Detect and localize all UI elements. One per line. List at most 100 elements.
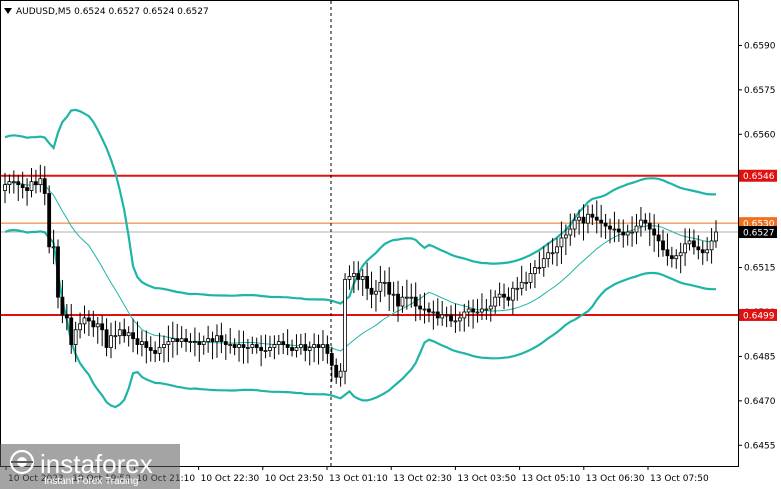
candle-body bbox=[157, 347, 162, 354]
x-tick-label: 10 Oct 23:50 bbox=[265, 474, 324, 484]
candle bbox=[652, 214, 657, 252]
candle bbox=[444, 306, 449, 328]
candle bbox=[268, 335, 272, 358]
candle-body bbox=[237, 344, 241, 348]
level-price-label: 0.6530 bbox=[743, 220, 775, 230]
current-price-label: 0.6527 bbox=[743, 229, 775, 239]
current-price-label-box bbox=[739, 226, 777, 239]
watermark-tagline: Instant Forex Trading bbox=[44, 476, 139, 487]
candle bbox=[188, 333, 193, 353]
candle bbox=[696, 235, 701, 260]
candle bbox=[404, 279, 409, 310]
candle-body bbox=[219, 335, 224, 343]
candle bbox=[457, 311, 462, 332]
candle-body bbox=[630, 231, 634, 234]
candle-body bbox=[714, 231, 718, 242]
candle-body bbox=[179, 338, 184, 343]
candle-body bbox=[3, 184, 7, 191]
y-tick-label: 0.6470 bbox=[744, 397, 776, 407]
candle-body bbox=[228, 344, 233, 346]
upper-band-line bbox=[4, 108, 716, 305]
candle-body bbox=[418, 305, 423, 310]
candle bbox=[427, 302, 431, 323]
candle bbox=[170, 321, 175, 358]
candle bbox=[656, 223, 661, 258]
candle bbox=[162, 335, 166, 363]
candle-body bbox=[497, 293, 502, 298]
candle bbox=[82, 305, 87, 334]
candle bbox=[594, 200, 599, 234]
candle-body bbox=[409, 296, 414, 299]
candle-body bbox=[29, 181, 34, 191]
candle-body bbox=[11, 181, 16, 184]
candle bbox=[329, 346, 334, 382]
candle-body bbox=[126, 332, 131, 337]
candle bbox=[334, 358, 339, 384]
candle-body bbox=[555, 246, 559, 254]
candle bbox=[630, 216, 634, 247]
candle-body bbox=[144, 341, 149, 348]
candle-body bbox=[104, 329, 109, 348]
candle bbox=[541, 246, 546, 277]
candle bbox=[480, 293, 484, 321]
candle bbox=[581, 204, 586, 241]
candle-body bbox=[510, 287, 515, 301]
candle-body bbox=[400, 296, 405, 307]
candle bbox=[100, 315, 105, 347]
candle bbox=[497, 282, 502, 307]
candle bbox=[683, 228, 687, 266]
candle bbox=[435, 298, 440, 326]
candle bbox=[201, 335, 206, 355]
candle bbox=[38, 164, 43, 193]
candle-body bbox=[537, 267, 542, 269]
candle bbox=[64, 304, 69, 331]
candle-body bbox=[413, 296, 418, 307]
candle bbox=[153, 341, 158, 363]
x-tick-label: 13 Oct 01:10 bbox=[329, 474, 388, 484]
candle bbox=[276, 334, 281, 355]
candle bbox=[466, 300, 471, 327]
candle-body bbox=[64, 314, 69, 319]
candle bbox=[166, 325, 171, 362]
y-tick-label: 0.6560 bbox=[744, 130, 776, 140]
candle-body bbox=[440, 314, 445, 319]
candle bbox=[228, 328, 233, 354]
candle-body bbox=[148, 347, 153, 351]
candle bbox=[259, 335, 264, 367]
candle-body bbox=[599, 219, 604, 224]
candle-body bbox=[502, 293, 506, 298]
candle bbox=[34, 169, 38, 194]
candle-body bbox=[471, 308, 476, 313]
candle bbox=[56, 239, 60, 309]
candle-body bbox=[674, 255, 679, 260]
candle-body bbox=[25, 187, 29, 191]
candle-body bbox=[60, 296, 65, 316]
candle-body bbox=[268, 347, 272, 351]
candle bbox=[462, 303, 467, 332]
candle bbox=[254, 337, 259, 354]
y-tick-label: 0.6515 bbox=[744, 264, 776, 274]
candle-body bbox=[678, 252, 683, 257]
candle-body bbox=[577, 216, 581, 221]
candle-body bbox=[170, 338, 175, 343]
candle bbox=[603, 213, 608, 239]
candle-body bbox=[563, 234, 568, 239]
chart-title: AUDUSD,M5 0.6524 0.6527 0.6524 0.6527 bbox=[16, 7, 209, 17]
candle-body bbox=[550, 252, 555, 255]
candle bbox=[453, 303, 458, 333]
candle bbox=[241, 330, 246, 364]
candle-body bbox=[365, 276, 370, 289]
candle bbox=[175, 323, 180, 356]
candle bbox=[643, 213, 648, 231]
candle bbox=[197, 332, 202, 362]
middle-band-line bbox=[4, 182, 716, 352]
candle-body bbox=[321, 344, 325, 348]
candle bbox=[16, 174, 21, 201]
candle-body bbox=[687, 240, 692, 245]
candle bbox=[126, 326, 131, 347]
candle bbox=[25, 178, 29, 206]
candle bbox=[440, 301, 445, 326]
candle-body bbox=[356, 273, 361, 280]
chart-menu-triangle-icon[interactable] bbox=[4, 8, 12, 14]
